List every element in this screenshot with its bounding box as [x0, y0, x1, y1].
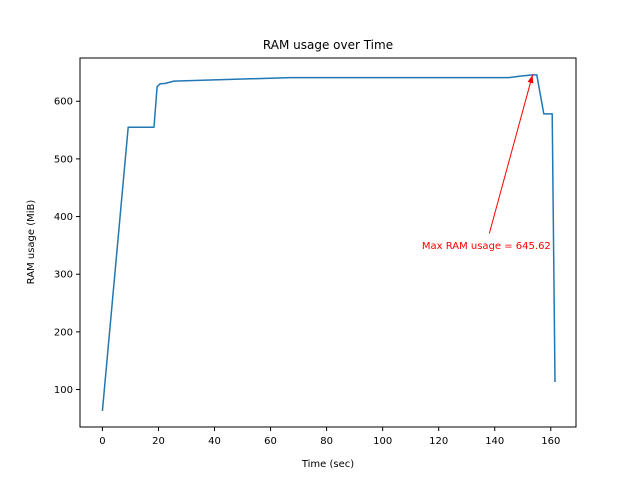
annotation-arrow-line: [488, 74, 534, 234]
x-tick-label: 80: [320, 436, 333, 447]
x-tick-label: 100: [373, 436, 392, 447]
x-axis-label: Time (sec): [301, 459, 354, 470]
x-tick-label: 20: [152, 436, 165, 447]
max-ram-annotation: Max RAM usage = 645.62: [422, 241, 551, 252]
x-tick-label: 160: [541, 436, 560, 447]
y-tick-label: 500: [54, 154, 73, 165]
y-tick-label: 100: [54, 385, 73, 396]
plot-area: [101, 74, 556, 411]
y-tick-label: 400: [54, 212, 73, 223]
y-axis: 100 200 300 400 500 600: [54, 97, 80, 396]
y-tick-label: 600: [54, 97, 73, 108]
series-line: [101, 74, 556, 411]
x-axis: 0 20 40 60 80 100 120 140 160: [99, 427, 560, 447]
x-tick-label: 0: [99, 436, 105, 447]
chart-title: RAM usage over Time: [263, 38, 393, 52]
annotation-arrow-head: [527, 74, 534, 84]
y-axis-label: RAM usage (MiB): [26, 200, 37, 285]
x-tick-label: 140: [485, 436, 504, 447]
x-tick-label: 120: [429, 436, 448, 447]
annotations: Max RAM usage = 645.62: [422, 74, 551, 252]
x-tick-label: 40: [208, 436, 221, 447]
x-tick-label: 60: [264, 436, 277, 447]
y-tick-label: 300: [54, 270, 73, 281]
plot-frame: [79, 57, 577, 428]
y-tick-label: 200: [54, 327, 73, 338]
